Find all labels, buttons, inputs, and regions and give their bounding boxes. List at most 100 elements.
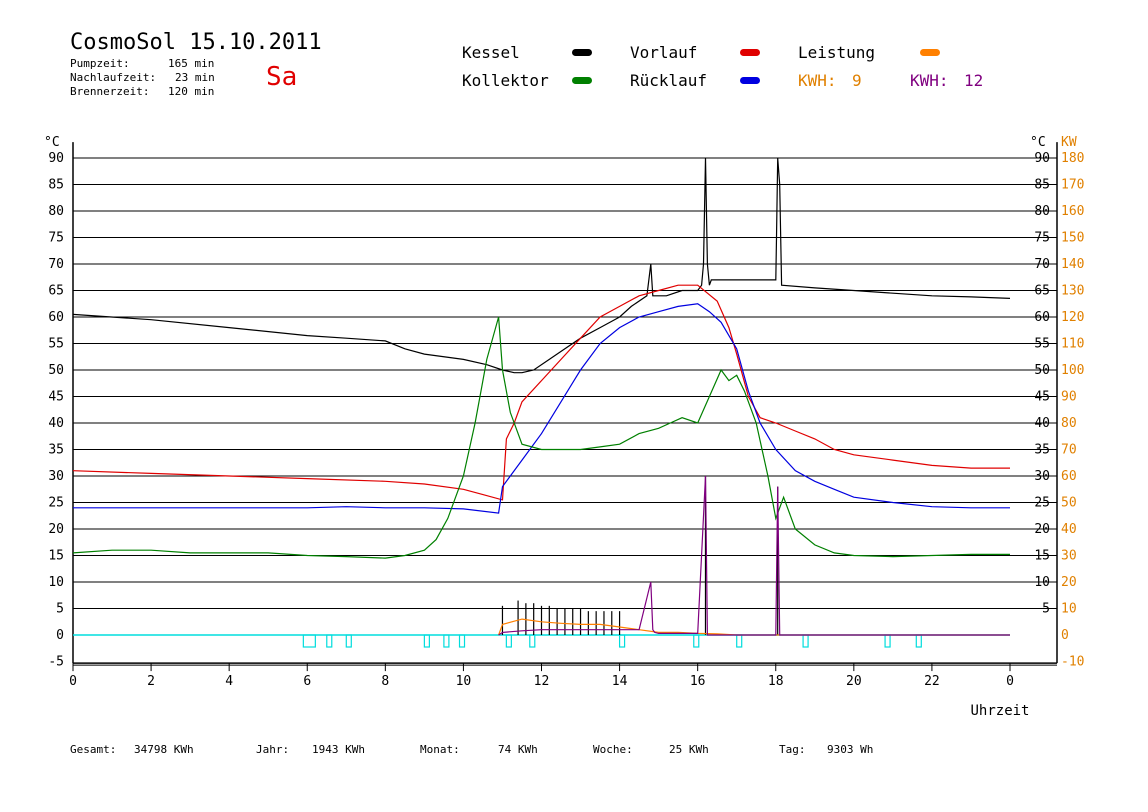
series-kollektor [72,316,1010,559]
right-tick-label-kw: 50 [1061,496,1077,511]
chart-title: CosmoSol 15.10.2011 [70,30,322,55]
left-tick-label: 70 [48,257,64,272]
legend-kessel-label: Kessel [462,43,520,62]
right-tick-label-kw: 90 [1061,390,1077,405]
footer-gesamt-label: Gesamt: [70,743,117,756]
right-tick-label-c: 90 [1034,151,1050,166]
right-tick-label-c: 35 [1034,443,1050,458]
weekday-label: Sa [266,62,298,92]
legend-kwh1-label: KWH: [798,71,837,90]
pump-mark [423,634,430,648]
x-tick-label: 8 [381,674,389,689]
axis-labels: 0 2 4 6 8 10 12 14 16 18 20 22 0Uhrzeit-505101520253… [44,135,1084,719]
right-tick-label-kw: 80 [1061,416,1077,431]
pump-mark [618,634,626,648]
left-tick-label: 50 [48,363,64,378]
right-tick-label-c: 30 [1034,469,1050,484]
right-tick-label-kw: 110 [1061,337,1084,352]
footer-monat-value: 74 KWh [498,743,538,756]
x-axis-title: Uhrzeit [970,703,1029,719]
right-tick-label-kw: 30 [1061,549,1077,564]
right-tick-label-c: 55 [1034,337,1050,352]
footer-woche-value: 25 KWh [669,743,709,756]
x-tick-label: 22 [924,674,940,689]
left-tick-label: -5 [48,655,64,670]
legend-kessel-swatch [572,49,592,56]
pump-mark [458,634,466,648]
left-tick-label: 35 [48,443,64,458]
axes [72,142,1058,672]
legend-vorlauf-swatch [740,49,760,56]
footer-woche-label: Woche: [593,743,633,756]
pump-mark [326,634,333,648]
right-tick-label-kw: 60 [1061,469,1077,484]
footer-tag-label: Tag: [779,743,806,756]
footer-jahr-value: 1943 KWh [312,743,365,756]
left-tick-label: 85 [48,178,64,193]
right-tick-label-c: 60 [1034,310,1050,325]
right-tick-label-kw: 100 [1061,363,1084,378]
brenner-time-label: Brennerzeit: [70,85,150,98]
right-tick-label-kw: 180 [1061,151,1084,166]
right-tick-label-kw: 120 [1061,310,1084,325]
nachlauf-time-label: Nachlaufzeit: [70,71,157,84]
right-tick-label-kw: 160 [1061,204,1084,219]
legend-kollektor-label: Kollektor [462,71,549,90]
grid-lines [73,157,1057,636]
pump-mark [915,634,922,648]
left-tick-label: 65 [48,284,64,299]
nachlauf-time-value: 23 min [175,71,215,84]
left-tick-label: 60 [48,310,64,325]
left-tick-label: 5 [56,602,64,617]
legend-kwh2-value: 12 [964,71,984,90]
right-tick-label-c: 5 [1042,602,1050,617]
right-axis-unit-kw: KW [1061,135,1077,150]
data-series [72,157,1011,648]
pump-mark [693,634,700,648]
right-tick-label-c: 65 [1034,284,1050,299]
right-tick-label-kw: 10 [1061,602,1077,617]
pump-mark [302,634,316,648]
right-tick-label-c: 15 [1034,549,1050,564]
x-tick-label: 20 [846,674,862,689]
right-tick-label-c: 85 [1034,178,1050,193]
right-tick-label-kw: 140 [1061,257,1084,272]
right-tick-label-c: 25 [1034,496,1050,511]
pump-mark [505,634,512,648]
x-tick-label: 16 [690,674,706,689]
pump-mark [736,634,743,648]
footer-tag-value: 9303 Wh [827,743,874,756]
footer-gesamt-value: 34798 KWh [134,743,194,756]
legend-kwh2-label: KWH: [910,71,949,90]
series-kessel [72,157,1011,374]
pump-time-label: Pumpzeit: [70,57,130,70]
x-tick-label: 14 [612,674,628,689]
legend-vorlauf-label: Vorlauf [630,43,698,62]
right-tick-label-kw: 70 [1061,443,1077,458]
right-tick-label-kw: 130 [1061,284,1084,299]
series-kwh [498,475,1010,636]
left-tick-label: 15 [48,549,64,564]
right-tick-label-kw: 150 [1061,231,1084,246]
left-tick-label: 55 [48,337,64,352]
left-tick-label: 90 [48,151,64,166]
pump-mark [443,634,450,648]
x-tick-label: 0 [1006,674,1014,689]
right-tick-label-c: 10 [1034,575,1050,590]
footer-jahr-label: Jahr: [256,743,290,756]
pump-mark [884,634,891,648]
x-tick-label: 4 [225,674,233,689]
series-vorlauf [72,284,1010,501]
left-axis-unit: °C [44,135,60,150]
left-tick-label: 45 [48,390,64,405]
legend-leistung-swatch [920,49,940,56]
x-tick-label: 0 [69,674,77,689]
pump-mark [345,634,352,648]
left-tick-label: 75 [48,231,64,246]
left-tick-label: 30 [48,469,64,484]
right-tick-label-kw: 40 [1061,522,1077,537]
left-tick-label: 80 [48,204,64,219]
right-tick-label-c: 80 [1034,204,1050,219]
legend-kollektor-swatch [572,77,592,84]
right-tick-label-kw: -10 [1061,655,1084,670]
